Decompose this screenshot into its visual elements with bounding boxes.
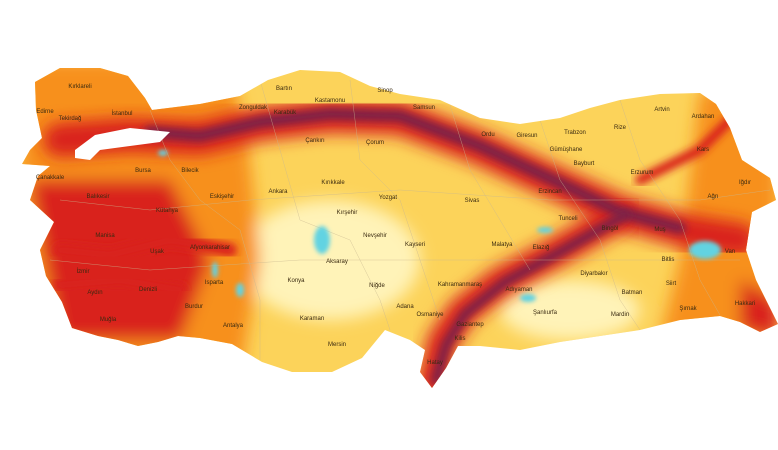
- province-label: Isparta: [204, 280, 224, 286]
- province-label: Osmaniye: [416, 312, 444, 318]
- province-label: Yozgat: [378, 195, 398, 201]
- province-label: Mardin: [610, 312, 630, 318]
- province-label: Edirne: [36, 109, 54, 115]
- province-label: İzmir: [76, 269, 90, 275]
- province-label: Bilecik: [181, 168, 199, 174]
- province-label: Bingöl: [601, 226, 619, 232]
- province-label: Kayseri: [404, 242, 426, 248]
- province-label: Ağrı: [707, 194, 719, 200]
- province-label: Mersin: [327, 342, 347, 348]
- province-label: Ardahan: [691, 114, 715, 120]
- east-anatolian-fault-core: [431, 210, 630, 385]
- lake-van: [689, 241, 721, 259]
- province-label: Van: [724, 249, 736, 255]
- province-label: Erzincan: [538, 189, 562, 195]
- lake-beysehir: [236, 283, 244, 297]
- province-label: Elazığ: [532, 245, 550, 251]
- province-label: Çankırı: [305, 138, 325, 144]
- zone-low-southeast: [500, 280, 640, 340]
- province-label: Karabük: [273, 110, 297, 116]
- province-label: Diyarbakır: [580, 271, 608, 277]
- province-label: Eskişehir: [209, 194, 235, 200]
- province-label: Muğla: [99, 317, 117, 323]
- province-label: Kilis: [454, 336, 466, 342]
- province-label: Malatya: [491, 242, 513, 248]
- province-label: Afyonkarahisar: [189, 245, 231, 251]
- province-label: Antalya: [222, 323, 244, 329]
- province-label: Sinop: [377, 88, 393, 94]
- province-label: Uşak: [150, 249, 164, 255]
- province-label: Kars: [696, 147, 710, 153]
- province-label: Gümüşhane: [549, 147, 583, 153]
- province-label: Çorum: [365, 140, 385, 146]
- province-label: Kırşehir: [336, 210, 358, 216]
- province-label: Denizli: [138, 287, 158, 293]
- province-label: Aydın: [87, 290, 103, 296]
- province-label: Hatay: [427, 360, 443, 366]
- province-label: Kütahya: [155, 208, 179, 214]
- province-label: Artvin: [654, 107, 670, 113]
- province-label: Aksaray: [326, 259, 348, 265]
- province-label: Tekirdağ: [58, 116, 82, 122]
- province-label: Ankara: [268, 189, 288, 195]
- province-label: Iğdır: [738, 180, 752, 186]
- lake-ataturk: [520, 294, 536, 302]
- province-label: Adıyaman: [505, 287, 533, 293]
- province-label: Kahramanmaraş: [437, 282, 483, 288]
- province-label: Balıkesir: [86, 194, 110, 200]
- province-label: Manisa: [95, 233, 115, 239]
- province-label: Gaziantep: [456, 322, 484, 328]
- province-label: Zonguldak: [238, 105, 268, 111]
- north-anatolian-fault-core: [144, 108, 686, 234]
- province-label: Hakkari: [734, 301, 756, 307]
- province-label: Rize: [613, 125, 627, 131]
- province-label: Bitlis: [661, 257, 675, 263]
- province-label: Kastamonu: [314, 98, 346, 104]
- province-label: Siirt: [665, 281, 677, 287]
- province-label: Konya: [287, 278, 305, 284]
- province-label: Tunceli: [558, 216, 578, 222]
- lake-iznik: [158, 150, 168, 156]
- province-label: Niğde: [369, 283, 385, 289]
- province-label: Adana: [396, 304, 414, 310]
- province-label: Şanlıurfa: [532, 310, 558, 316]
- lake-tuz: [314, 226, 330, 254]
- province-borders: [49, 79, 771, 360]
- province-label: Karaman: [299, 316, 325, 322]
- province-label: Kırklareli: [68, 84, 92, 90]
- province-label: Nevşehir: [363, 233, 387, 239]
- province-label: Giresun: [516, 133, 538, 139]
- kars-fault: [635, 115, 735, 185]
- province-label: Bartın: [275, 86, 293, 92]
- province-label: Batman: [621, 290, 643, 296]
- province-label: Kırıkkale: [321, 180, 345, 186]
- lake-keban: [537, 227, 553, 233]
- province-label: Burdur: [184, 304, 204, 310]
- province-label: Ordu: [481, 132, 495, 138]
- province-label: Trabzon: [564, 130, 586, 136]
- province-label: Samsun: [412, 105, 436, 111]
- province-label: Çanakkale: [35, 175, 65, 181]
- province-label: Şırnak: [679, 306, 697, 312]
- province-label: Sivas: [464, 198, 480, 204]
- sea-of-marmara: [75, 128, 170, 160]
- province-label: Muş: [654, 227, 666, 233]
- menderes-graben: [53, 273, 187, 297]
- province-label: Bursa: [135, 168, 151, 174]
- zone-veryhigh-aegean: [30, 180, 210, 340]
- lake-egirdir: [212, 262, 218, 278]
- province-label: Bayburt: [573, 161, 595, 167]
- province-label: İstanbul: [111, 111, 133, 117]
- province-label: Erzurum: [630, 170, 654, 176]
- gediz-graben: [53, 233, 237, 262]
